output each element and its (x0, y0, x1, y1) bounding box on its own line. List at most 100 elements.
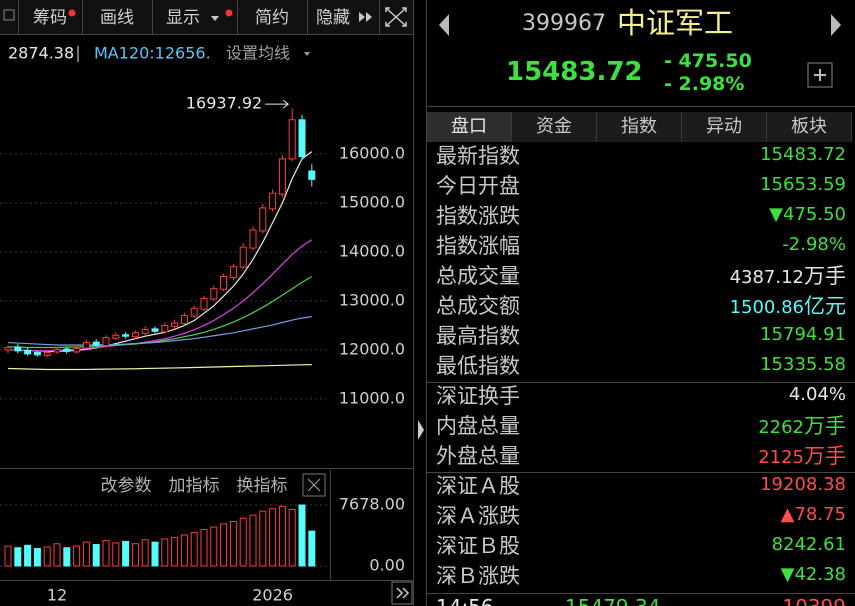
candle-body (239, 246, 247, 268)
row-label: 最低指数 (436, 354, 520, 378)
row-label: 深证Ｂ股 (436, 534, 520, 558)
value: ▼42.38 (780, 564, 846, 585)
row-label: 深Ｂ涨跌 (436, 564, 520, 588)
row-label: 深证Ａ股 (436, 474, 520, 498)
row-label: 总成交额 (436, 294, 520, 318)
value: -2.98% (782, 234, 846, 255)
row-label: 外盘总量 (436, 444, 520, 468)
volume-bar (43, 546, 51, 567)
row-label: 内盘总量 (436, 414, 520, 438)
annotation-arrowhead (282, 99, 290, 109)
quote-panel: 399967 中证军工 15483.72 - 475.50 - 2.98% 盘口… (427, 0, 855, 606)
tab[interactable]: 异动 (682, 112, 767, 142)
candle-body (82, 342, 90, 349)
candle-body (298, 119, 306, 158)
row-value: 2262 万手 (758, 416, 846, 437)
dropdown-arrow (304, 52, 310, 56)
fullscreen-icon[interactable] (385, 7, 407, 27)
volume-bar (161, 538, 169, 567)
row-value: 15483.72 (760, 146, 846, 164)
volume-tick-label: 7678.00 (339, 494, 405, 513)
volume-bar (180, 534, 188, 567)
volume-bar (112, 542, 120, 567)
toolbar-icon[interactable] (3, 9, 15, 21)
ma-line (8, 239, 313, 352)
row-label: 指数涨幅 (436, 234, 520, 258)
add-button[interactable] (807, 62, 833, 88)
row-value: ▼42.38 (781, 566, 846, 584)
candle-body (220, 275, 228, 290)
row-label: 总成交量 (436, 264, 520, 288)
row-value: 2125 万手 (758, 446, 846, 467)
value: 15483.72 (760, 144, 846, 165)
row-value: 8242.61 (772, 536, 846, 554)
expand-arrow (359, 12, 365, 22)
y-tick-label: 12000.0 (339, 339, 405, 358)
toolbar-item[interactable]: 画线 (100, 8, 134, 28)
candle-body (53, 348, 61, 353)
change-pct: - 2.98% (664, 73, 745, 95)
indicator-button[interactable]: 改参数 (101, 476, 152, 496)
toolbar-item[interactable]: 简约 (255, 8, 289, 28)
legend-settings[interactable]: 设置均线 (226, 44, 290, 63)
candle-body (229, 266, 237, 278)
tab[interactable]: 盘口 (427, 112, 512, 142)
close-box[interactable] (302, 473, 326, 497)
volume-bar (4, 545, 12, 567)
row-label: 今日开盘 (436, 174, 520, 198)
candle-body (73, 347, 81, 353)
row-value: 4.04% (789, 386, 846, 404)
tab[interactable]: 资金 (512, 112, 597, 142)
candle-body (269, 192, 277, 210)
volume-bar (298, 504, 306, 567)
dropdown-arrow (211, 16, 219, 21)
row-value: 15335.58 (760, 356, 846, 374)
x-tick-label: 12 (47, 586, 67, 605)
notify-dot (225, 9, 233, 17)
volume-bar (278, 505, 286, 567)
volume-bar (73, 545, 81, 567)
volume-bar (190, 532, 198, 567)
tab[interactable]: 板块 (767, 112, 852, 142)
unit: 万手 (804, 414, 846, 438)
indicator-button[interactable]: 加指标 (169, 476, 220, 496)
indicator-button[interactable]: 换指标 (237, 476, 288, 496)
row-label: 深Ａ涨跌 (436, 504, 520, 528)
tick-price: 15479.34 (565, 597, 660, 606)
row-label: 深证换手 (436, 384, 520, 408)
quote-header-icons (427, 14, 855, 107)
y-tick-label: 14000.0 (339, 241, 405, 260)
candle-body (210, 288, 218, 300)
row-value: 19208.38 (760, 476, 846, 494)
high-annotation: 16937.92 (186, 94, 262, 113)
volume-tick-label: 0.00 (369, 556, 405, 575)
volume-bar (239, 517, 247, 567)
volume-bar (259, 510, 267, 567)
candle-body (92, 341, 100, 346)
ma-line (7, 316, 312, 346)
toolbar-item[interactable]: 筹码 (33, 8, 67, 28)
value: ▼475.50 (769, 204, 846, 225)
toolbar-item[interactable]: 隐藏 (316, 8, 350, 28)
candle-body (161, 324, 169, 333)
toolbar-item[interactable]: 显示 (166, 8, 200, 28)
value: 4.04% (788, 384, 846, 405)
candle-body (278, 158, 286, 195)
tab[interactable]: 指数 (597, 112, 682, 142)
scroll-button[interactable] (391, 581, 413, 605)
row-value: ▼475.50 (769, 206, 846, 224)
next-arrow[interactable] (831, 14, 841, 36)
ma-line (7, 364, 312, 371)
volume-bar (171, 536, 179, 567)
candle-body (122, 334, 130, 337)
volume-bar (131, 543, 139, 567)
row-value: -2.98% (782, 236, 846, 254)
candle-body (259, 207, 267, 232)
y-tick-label: 13000.0 (339, 290, 405, 309)
prev-arrow[interactable] (439, 14, 449, 36)
volume-bar (33, 548, 41, 567)
legend-ma: MA120:12656. (94, 44, 211, 63)
collapse-arrow[interactable] (418, 420, 424, 440)
candle-body (4, 346, 12, 351)
